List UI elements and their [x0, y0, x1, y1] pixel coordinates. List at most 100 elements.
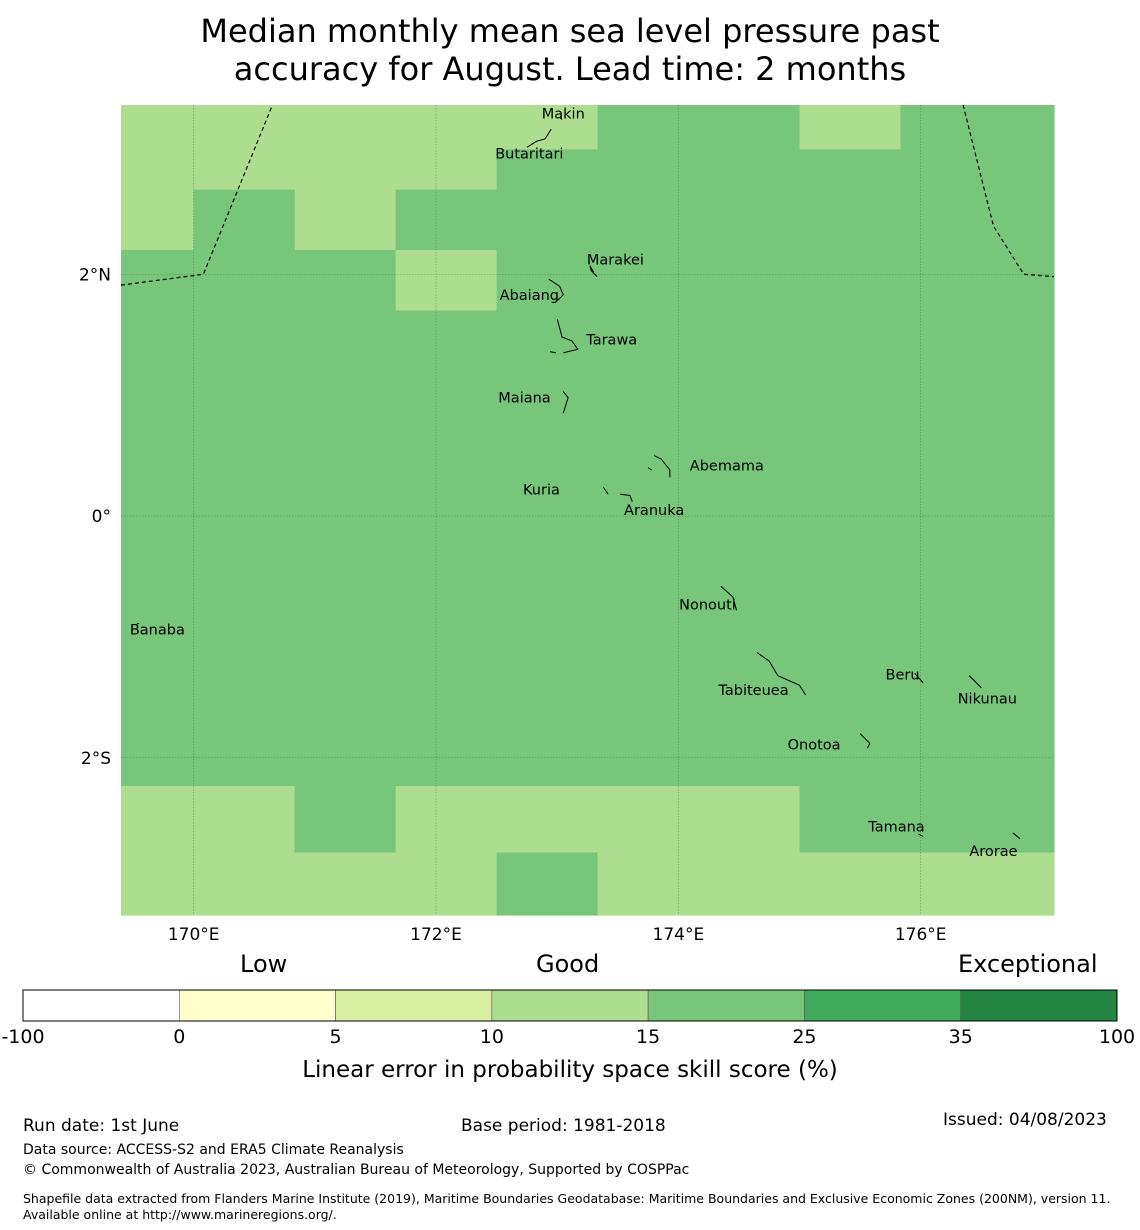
- skill-cell: [698, 310, 801, 787]
- colorbar-header-low: Low: [240, 950, 288, 978]
- colorbar-swatch: [804, 989, 962, 1022]
- colorbar-swatch: [335, 989, 493, 1022]
- skill-cell: [193, 310, 296, 787]
- skill-cell: [698, 852, 801, 916]
- lon-tick-label: 170°E: [168, 925, 220, 945]
- colorbar-header-good: Good: [536, 950, 600, 978]
- lat-tick-label: 2°N: [79, 265, 111, 285]
- island-outline: [549, 351, 557, 354]
- map-title: Median monthly mean sea level pressure p…: [0, 12, 1140, 88]
- colorbar-tick-label: 15: [636, 1026, 660, 1048]
- skill-cell: [395, 250, 498, 312]
- data-source: Data source: ACCESS-S2 and ERA5 Climate …: [23, 1142, 404, 1158]
- place-label: Tamana: [867, 820, 924, 836]
- place-label: Nikunau: [958, 692, 1017, 708]
- island-outline: [756, 652, 807, 696]
- skill-cell: [799, 310, 902, 787]
- skill-cell: [698, 149, 801, 191]
- colorbar: -100 0 5 10 15 25 35 100 Linear error in probabi…: [1, 989, 1135, 1083]
- skill-cell: [1001, 189, 1055, 251]
- place-label: Abemama: [690, 458, 764, 474]
- lon-tick-label: 174°E: [653, 925, 705, 945]
- island-outline: [720, 585, 738, 611]
- place-label: Tabiteuea: [717, 683, 788, 699]
- lon-tick-label: 176°E: [895, 925, 947, 945]
- skill-cell: [900, 189, 1003, 251]
- skill-cell: [1001, 852, 1055, 916]
- island-outline: [918, 833, 924, 837]
- island-outline: [526, 128, 552, 148]
- skill-cell: [900, 250, 1003, 312]
- island-outline: [589, 265, 598, 278]
- skill-cell: [597, 310, 700, 787]
- skill-cell: [900, 786, 1003, 854]
- skill-cell: [294, 105, 397, 150]
- skill-map: Makin Butaritari Marakei Abaiang Tarawa Maian…: [1, 104, 1135, 1083]
- skill-cell: [496, 149, 599, 191]
- island-outline: [620, 493, 633, 502]
- skill-cell: [597, 852, 700, 916]
- island-outline: [602, 486, 609, 495]
- colorbar-label: Linear error in probability space skill …: [302, 1057, 838, 1083]
- skill-cell: [496, 786, 599, 854]
- skill-cell: [121, 786, 195, 854]
- place-label: Makin: [542, 106, 585, 122]
- island-outline: [548, 278, 564, 302]
- place-label: Marakei: [587, 253, 644, 269]
- skill-cell: [121, 105, 195, 150]
- island-outline: [647, 467, 652, 471]
- skill-cell: [496, 105, 599, 150]
- skill-cell: [395, 149, 498, 191]
- place-label: Nonouti: [679, 597, 736, 613]
- skill-cell: [900, 105, 1003, 150]
- colorbar-swatch: [22, 989, 180, 1022]
- skill-cell: [496, 189, 599, 251]
- skill-cell: [799, 786, 902, 854]
- skill-grid: [121, 105, 1055, 916]
- skill-cell: [193, 786, 296, 854]
- skill-cell: [121, 149, 195, 191]
- place-label: Aranuka: [624, 503, 684, 519]
- island-outline: [914, 672, 924, 684]
- issued-date: Issued: 04/08/2023: [943, 1110, 1107, 1130]
- lon-tick-label: 172°E: [410, 925, 462, 945]
- colorbar-swatch: [960, 989, 1118, 1022]
- colorbar-swatch: [647, 989, 805, 1022]
- skill-cell: [597, 149, 700, 191]
- island-outline: [556, 318, 579, 354]
- skill-cell: [294, 852, 397, 916]
- colorbar-tick-label: 25: [792, 1026, 816, 1048]
- colorbar-frame: [22, 989, 1118, 1022]
- skill-cell: [193, 149, 296, 191]
- graticule: [121, 105, 1054, 915]
- skill-cell: [799, 149, 902, 191]
- colorbar-header-exceptional: Exceptional: [958, 950, 1098, 978]
- colorbar-tick-label: 100: [1099, 1026, 1135, 1048]
- skill-cell: [698, 786, 801, 854]
- colorbar-tick-label: 5: [330, 1026, 342, 1048]
- island-outline: [653, 455, 671, 478]
- colorbar-tick-label: -100: [1, 1026, 44, 1048]
- copyright: © Commonwealth of Australia 2023, Austra…: [23, 1162, 690, 1178]
- skill-cell: [597, 786, 700, 854]
- skill-cell: [395, 189, 498, 251]
- place-label: Beru: [886, 667, 920, 683]
- eez-boundary-line: [962, 104, 1055, 278]
- skill-cell: [1001, 786, 1055, 854]
- skill-cell: [900, 852, 1003, 916]
- base-period: Base period: 1981-2018: [461, 1116, 666, 1136]
- skill-cell: [698, 189, 801, 251]
- island-outline: [968, 675, 982, 689]
- skill-cell: [496, 310, 599, 787]
- axis-tick-labels: 170°E 172°E 174°E 176°E 2°N 0° 2°S: [79, 265, 947, 945]
- skill-cell: [1001, 105, 1055, 150]
- skill-cell: [597, 250, 700, 312]
- skill-cell: [121, 189, 195, 251]
- skill-cell: [395, 852, 498, 916]
- skill-cell: [121, 310, 195, 787]
- colorbar-swatch: [178, 989, 336, 1022]
- place-label: Banaba: [130, 623, 185, 639]
- skill-cell: [597, 105, 700, 150]
- shapefile-credit: Shapefile data extracted from Flanders M…: [23, 1191, 1111, 1222]
- skill-cell: [1001, 149, 1055, 191]
